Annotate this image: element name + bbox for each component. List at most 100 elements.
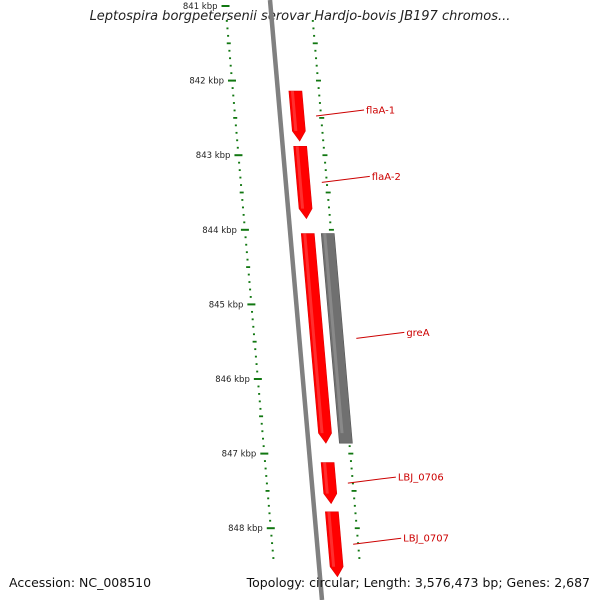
minor-tick-inner bbox=[262, 437, 265, 440]
minor-tick-inner bbox=[258, 400, 261, 403]
minor-tick-inner bbox=[261, 430, 264, 433]
gene-arrow[interactable] bbox=[300, 233, 332, 444]
tick-label: 841 kbp bbox=[183, 2, 218, 12]
gene-label[interactable]: LBJ_0706 bbox=[398, 473, 444, 484]
major-tick bbox=[253, 378, 262, 380]
gene-arrow-highlight bbox=[303, 233, 324, 434]
minor-tick-inner bbox=[241, 206, 244, 209]
minor-tick-outer bbox=[315, 57, 318, 60]
minor-tick-inner bbox=[267, 497, 270, 500]
minor-tick-outer bbox=[326, 184, 329, 186]
minor-tick-outer bbox=[322, 154, 328, 157]
minor-tick-inner bbox=[232, 94, 235, 97]
minor-tick-outer bbox=[311, 20, 314, 22]
major-tick bbox=[227, 79, 236, 82]
gene-arrow[interactable] bbox=[288, 90, 306, 142]
minor-tick-inner bbox=[244, 236, 247, 239]
minor-tick-outer bbox=[351, 490, 357, 492]
minor-tick-inner bbox=[252, 340, 257, 343]
gene-label[interactable]: LBJ_0707 bbox=[403, 534, 449, 545]
minor-tick-inner bbox=[269, 519, 272, 522]
minor-tick-inner bbox=[229, 64, 232, 67]
tick-label: 842 kbp bbox=[189, 77, 224, 87]
minor-tick-inner bbox=[226, 27, 229, 30]
gene-arrow-highlight bbox=[323, 462, 329, 494]
major-ticks: 841 kbp 842 kbp 843 kbp 844 kbp 845 kbp 846 k… bbox=[183, 2, 275, 534]
gene-leader-line bbox=[315, 109, 365, 117]
tick-label: 846 kbp bbox=[215, 375, 250, 385]
tick-label: 848 kbp bbox=[228, 524, 263, 534]
minor-tick-outer bbox=[312, 42, 318, 45]
minor-tick-outer bbox=[318, 102, 321, 104]
minor-tick-inner bbox=[246, 266, 251, 268]
minor-tick-outer bbox=[318, 94, 321, 97]
gene-arrow[interactable] bbox=[320, 462, 338, 505]
gene-arrow[interactable] bbox=[325, 511, 344, 578]
gene-arrow-highlight bbox=[327, 511, 336, 567]
minor-tick-outer bbox=[356, 534, 359, 537]
minor-tick-outer bbox=[353, 504, 356, 507]
minor-tick-inner bbox=[263, 460, 266, 462]
minor-tick-inner bbox=[239, 176, 242, 179]
minor-tick-inner bbox=[257, 385, 260, 388]
minor-tick-inner bbox=[252, 333, 255, 336]
gene-label[interactable]: flaA-1 bbox=[366, 106, 395, 117]
genes bbox=[288, 90, 353, 578]
minor-tick-outer bbox=[319, 117, 325, 119]
minor-tick-inner bbox=[251, 310, 254, 313]
minor-tick-outer bbox=[322, 146, 325, 149]
minor-tick-inner bbox=[249, 288, 252, 291]
minor-tick-inner bbox=[270, 534, 273, 537]
gene-label[interactable]: flaA-2 bbox=[372, 172, 401, 183]
minor-tick-inner bbox=[262, 445, 265, 448]
minor-tick-outer bbox=[313, 34, 316, 37]
minor-tick-inner bbox=[242, 213, 245, 216]
major-tick bbox=[234, 154, 243, 157]
gene-labels: flaA-1 flaA-2 greA LBJ_0706 LBJ_0707 bbox=[315, 106, 449, 545]
minor-tick-inner bbox=[228, 49, 231, 52]
minor-tick-inner bbox=[238, 161, 241, 164]
minor-tick-inner bbox=[243, 221, 246, 224]
minor-tick-inner bbox=[265, 475, 268, 477]
minor-tick-outer bbox=[348, 445, 351, 448]
minor-tick-outer bbox=[354, 512, 357, 515]
minor-tick-outer bbox=[348, 452, 354, 455]
minor-tick-inner bbox=[239, 191, 244, 194]
minor-tick-inner bbox=[238, 169, 241, 172]
minor-tick-outer bbox=[325, 191, 331, 194]
minor-tick-inner bbox=[245, 243, 248, 246]
minor-tick-inner bbox=[264, 467, 267, 470]
minor-tick-inner bbox=[260, 422, 263, 425]
minor-tick-outer bbox=[351, 482, 354, 485]
minor-tick-inner bbox=[229, 57, 232, 60]
minor-tick-inner bbox=[254, 348, 257, 351]
minor-tick-inner bbox=[233, 109, 236, 112]
tick-label: 847 kbp bbox=[222, 450, 257, 460]
minor-tick-outer bbox=[325, 176, 328, 179]
map-title: Leptospira borgpetersenii serovar Hardjo… bbox=[89, 9, 511, 24]
tick-label: 843 kbp bbox=[196, 151, 231, 161]
major-tick bbox=[260, 452, 269, 455]
minor-tick-outer bbox=[351, 475, 354, 477]
minor-tick-inner bbox=[227, 34, 230, 37]
minor-tick-inner bbox=[259, 407, 262, 410]
minor-tick-inner bbox=[251, 318, 254, 321]
minor-tick-outer bbox=[349, 460, 352, 462]
minor-tick-inner bbox=[265, 490, 270, 492]
minor-tick-inner bbox=[240, 184, 243, 186]
gene-leader-line bbox=[353, 537, 402, 545]
minor-tick-inner bbox=[271, 542, 274, 545]
minor-tick-outer bbox=[315, 79, 321, 82]
gene-arrow[interactable] bbox=[320, 233, 353, 444]
gene-arrow[interactable] bbox=[293, 145, 313, 220]
minor-tick-inner bbox=[271, 549, 274, 552]
minor-tick-inner bbox=[258, 393, 261, 395]
minor-tick-inner bbox=[254, 355, 257, 358]
minor-tick-outer bbox=[316, 72, 319, 75]
gene-label[interactable]: greA bbox=[406, 328, 429, 339]
major-tick bbox=[221, 5, 230, 7]
minor-tick-inner bbox=[232, 102, 235, 104]
minor-tick-outer bbox=[353, 497, 356, 500]
major-tick bbox=[266, 527, 275, 530]
